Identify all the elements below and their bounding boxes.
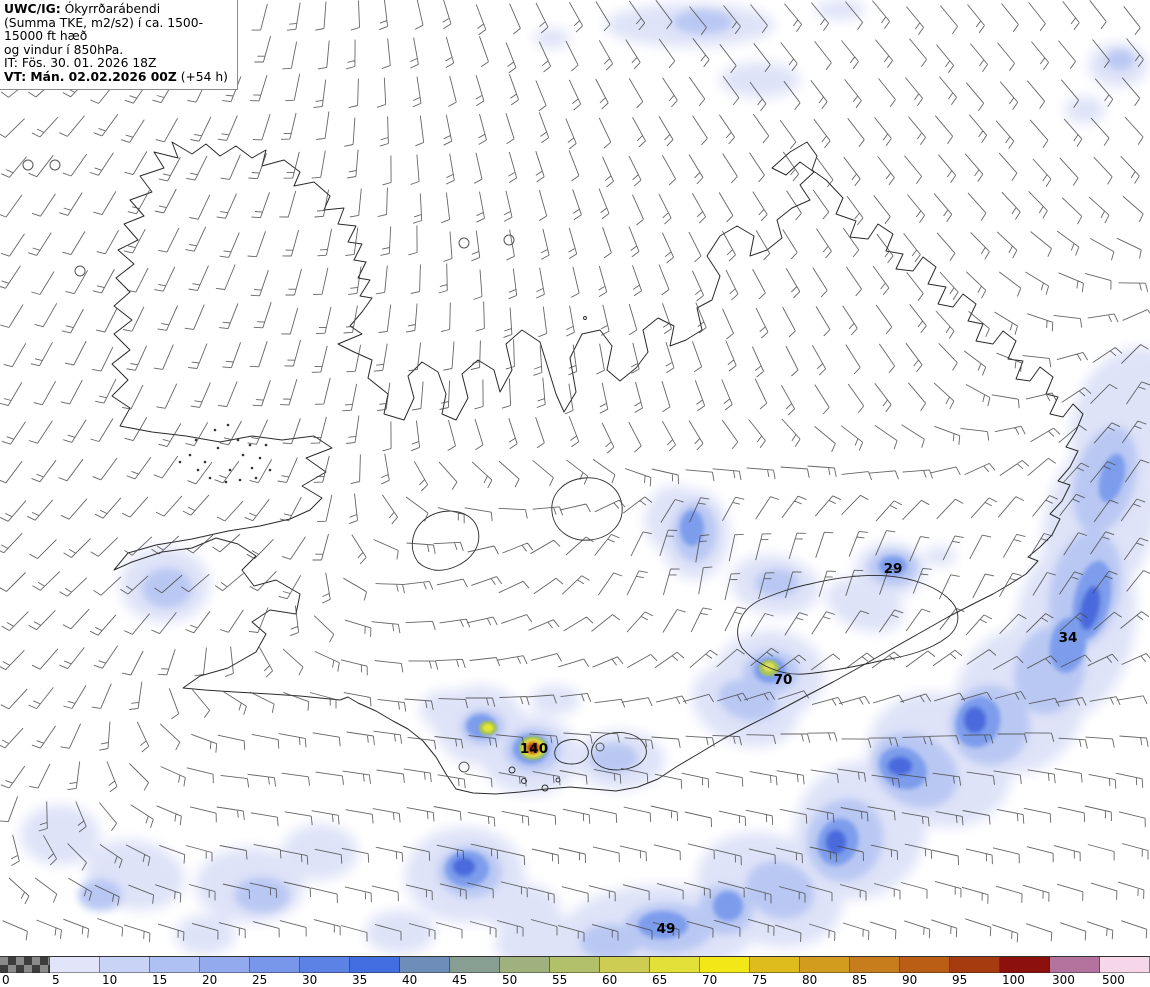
colorbar-tick-label: 75 bbox=[752, 973, 768, 987]
colorbar-segment bbox=[700, 957, 750, 973]
colorbar-labels: 0 5 10 15 20 25 30 35 40 45 50 55 60 65 70 75 80 85 90 95 10… bbox=[0, 973, 1150, 987]
colorbar-tick-label: 100 bbox=[1002, 973, 1025, 987]
colorbar-tick-label: 40 bbox=[402, 973, 418, 987]
colorbar-segment bbox=[650, 957, 700, 973]
colorbar-segment bbox=[150, 957, 200, 973]
colorbar-segment bbox=[950, 957, 1000, 973]
colorbar-tick-label: 20 bbox=[202, 973, 218, 987]
colorbar-segment bbox=[800, 957, 850, 973]
colorbar-segment bbox=[500, 957, 550, 973]
colorbar-tick-label: 0 bbox=[2, 973, 10, 987]
colorbar-tick-label: 15 bbox=[152, 973, 168, 987]
colorbar-tick-label: 35 bbox=[352, 973, 368, 987]
colorbar-tick-label: 60 bbox=[602, 973, 618, 987]
colorbar-tick-label: 25 bbox=[252, 973, 268, 987]
colorbar-tick-label: 50 bbox=[502, 973, 518, 987]
glacier-outlines bbox=[411, 477, 959, 771]
legend-valid-time-line: VT: Mán. 02.02.2026 00Z (+54 h) bbox=[4, 69, 231, 85]
legend-line-3: og vindur í 850hPa. bbox=[4, 42, 124, 57]
colorbar-tick-label: 10 bbox=[102, 973, 118, 987]
colorbar-segment bbox=[1100, 957, 1150, 973]
colorbar-segment bbox=[250, 957, 300, 973]
tke-max-value-label: 70 bbox=[774, 672, 793, 688]
legend-line-2: (Summa TKE, m2/s2) í ca. 1500-15000 ft h… bbox=[4, 15, 204, 44]
map-value-labels: 29 34 70 140 49 bbox=[520, 561, 1077, 937]
colorbar-segment bbox=[1000, 957, 1050, 973]
tke-max-value-label: 140 bbox=[520, 741, 548, 757]
colorbar-tick-label: 80 bbox=[802, 973, 818, 987]
colorbar-segment bbox=[300, 957, 350, 973]
colorbar-segment bbox=[900, 957, 950, 973]
offshore-islands bbox=[508, 316, 587, 792]
tke-shading-layer bbox=[20, 0, 1150, 957]
product-title: Ókyrrðarábendi bbox=[60, 2, 161, 16]
colorbar-segment bbox=[400, 957, 450, 973]
legend-title-line: UWC/IG: Ókyrrðarábendi bbox=[4, 2, 231, 17]
iceland-coastline bbox=[111, 141, 1084, 795]
colorbar-segment bbox=[450, 957, 500, 973]
coastline-layer bbox=[111, 141, 1084, 795]
colorbar bbox=[0, 956, 1150, 973]
colorbar-tick-label: 5 bbox=[52, 973, 60, 987]
valid-offset: (+54 h) bbox=[176, 69, 228, 84]
legend-box: UWC/IG: Ókyrrðarábendi (Summa TKE, m2/s2… bbox=[0, 0, 238, 90]
colorbar-tick-label: 45 bbox=[452, 973, 468, 987]
calm-wind-circles bbox=[22, 159, 605, 773]
legend-init-time: IT: Fös. 30. 01. 2026 18Z bbox=[4, 56, 157, 71]
iceland-map: 29 34 70 140 49 bbox=[0, 0, 1150, 957]
colorbar-tick-label: 30 bbox=[302, 973, 318, 987]
tke-max-value-label: 49 bbox=[657, 921, 676, 937]
colorbar-segment bbox=[0, 957, 50, 973]
colorbar-segment bbox=[100, 957, 150, 973]
colorbar-segment bbox=[50, 957, 100, 973]
colorbar-segment bbox=[1050, 957, 1100, 973]
colorbar-segment bbox=[600, 957, 650, 973]
colorbar-segment bbox=[750, 957, 800, 973]
colorbar-segment bbox=[550, 957, 600, 973]
colorbar-tick-label: 90 bbox=[902, 973, 918, 987]
colorbar-tick-label: 65 bbox=[652, 973, 668, 987]
colorbar-tick-label: 70 bbox=[702, 973, 718, 987]
colorbar-tick-label: 85 bbox=[852, 973, 868, 987]
tke-max-value-label: 34 bbox=[1059, 630, 1078, 646]
colorbar-segment bbox=[850, 957, 900, 973]
tke-max-value-label: 29 bbox=[884, 561, 903, 577]
colorbar-tick-label: 300 bbox=[1052, 973, 1075, 987]
colorbar-tick-label: 55 bbox=[552, 973, 568, 987]
colorbar-tick-label: 500 bbox=[1102, 973, 1125, 987]
breidafjordur-skerries bbox=[178, 423, 272, 484]
valid-time: VT: Mán. 02.02.2026 00Z bbox=[4, 69, 177, 84]
product-code: UWC/IG: bbox=[4, 2, 61, 16]
tke-maxima-hotspots bbox=[479, 660, 779, 760]
colorbar-wrap: 0 5 10 15 20 25 30 35 40 45 50 55 60 65 70 75 80 85 90 95 10… bbox=[0, 956, 1150, 987]
colorbar-segment bbox=[350, 957, 400, 973]
colorbar-tick-label: 95 bbox=[952, 973, 968, 987]
colorbar-segment bbox=[200, 957, 250, 973]
